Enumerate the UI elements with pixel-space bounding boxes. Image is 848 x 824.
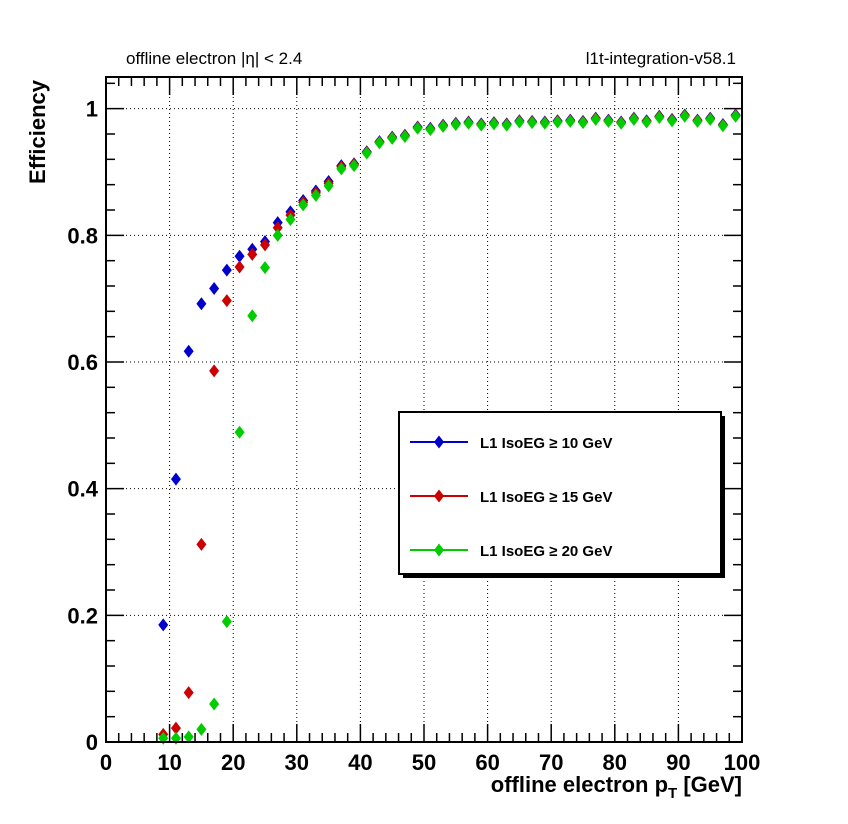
data-point (158, 618, 169, 632)
data-point (501, 118, 512, 132)
data-point (221, 294, 232, 308)
data-point (616, 116, 627, 130)
data-point (196, 537, 207, 551)
data-point (247, 247, 258, 261)
data-point (285, 213, 296, 226)
data-point (717, 119, 728, 133)
data-point (336, 162, 347, 176)
data-point (463, 116, 474, 130)
data-point (667, 114, 678, 128)
data-point (628, 112, 639, 126)
legend-label: L1 IsoEG ≥ 15 GeV (480, 489, 612, 506)
header-left-text: offline electron |η| < 2.4 (126, 49, 302, 68)
data-point (260, 238, 270, 252)
data-point (450, 118, 461, 131)
data-point (654, 111, 665, 125)
y-axis-title: Efficiency (25, 79, 50, 184)
legend-marker (434, 543, 444, 557)
legend-label: L1 IsoEG ≥ 20 GeV (480, 543, 612, 560)
x-tick-label: 0 (100, 750, 112, 775)
x-tick-label: 50 (412, 750, 436, 775)
axis-ticks (105, 77, 743, 743)
data-point (412, 121, 423, 135)
legend-entries: L1 IsoEG ≥ 10 GeV L1 IsoEG ≥ 15 GeV L1 Iso… (410, 435, 612, 560)
data-point (578, 116, 588, 130)
data-point (323, 179, 334, 193)
data-point (425, 123, 436, 137)
data-point (298, 198, 309, 212)
grid (106, 77, 742, 742)
data-point (590, 112, 601, 126)
x-axis-title: offline electron pT [GeV] (491, 772, 742, 802)
data-point (170, 721, 181, 735)
data-point (170, 472, 181, 486)
data-point (260, 261, 270, 275)
data-point (209, 697, 220, 711)
data-point (310, 188, 321, 202)
x-axis-title-subscript: T (668, 785, 677, 802)
y-tick-label: 0.6 (67, 350, 98, 375)
legend-box (398, 411, 722, 575)
y-tick-label: 0 (86, 730, 98, 755)
data-point (272, 228, 283, 242)
data-point (399, 130, 410, 144)
data-point (221, 263, 232, 277)
data-point (387, 131, 398, 145)
y-tick-labels: 0 0.2 0.4 0.6 0.8 1 (67, 97, 98, 755)
data-point (552, 115, 563, 129)
x-tick-label: 90 (666, 750, 690, 775)
data-point (692, 114, 703, 128)
header-right-text: l1t-integration-v58.1 (586, 49, 736, 68)
data-point (438, 119, 449, 133)
data-point (234, 249, 245, 263)
data-point (209, 364, 220, 378)
x-tick-label: 30 (285, 750, 309, 775)
data-point (234, 425, 245, 439)
legend-marker (434, 489, 444, 503)
y-tick-label: 0.4 (67, 477, 98, 502)
legend-label: L1 IsoEG ≥ 10 GeV (480, 435, 612, 452)
data-point (349, 159, 360, 173)
data-point (527, 116, 538, 130)
data-point (183, 686, 194, 700)
data-point (488, 117, 499, 131)
x-tick-label: 100 (724, 750, 761, 775)
x-tick-label: 80 (603, 750, 627, 775)
x-tick-label: 40 (348, 750, 372, 775)
data-point (196, 297, 207, 311)
data-point (183, 344, 194, 358)
legend: L1 IsoEG ≥ 10 GeV L1 IsoEG ≥ 15 GeV L1 Iso… (398, 411, 725, 578)
x-tick-label: 70 (539, 750, 563, 775)
data-point (679, 109, 690, 123)
x-tick-labels: 0 10 20 30 40 50 60 70 80 90 100 (100, 750, 760, 775)
x-axis-title-main: offline electron p (491, 772, 668, 797)
data-point (565, 114, 576, 128)
data-point (641, 115, 652, 129)
y-tick-label: 0.8 (67, 223, 98, 248)
data-point (476, 118, 487, 132)
data-point (183, 730, 194, 744)
x-tick-label: 10 (157, 750, 181, 775)
legend-marker (434, 435, 444, 449)
x-tick-label: 20 (221, 750, 245, 775)
data-point (247, 309, 258, 323)
data-point (705, 112, 716, 126)
data-point (539, 116, 550, 130)
y-tick-label: 1 (86, 97, 98, 122)
data-point (234, 260, 245, 274)
y-tick-label: 0.2 (67, 603, 98, 628)
plot-frame (105, 76, 743, 743)
data-point (514, 115, 525, 129)
data-point (221, 615, 232, 629)
x-tick-label: 60 (475, 750, 499, 775)
data-point (361, 146, 372, 160)
data-point (196, 722, 207, 736)
x-axis-title-unit: [GeV] (677, 772, 742, 797)
data-point (730, 109, 741, 123)
data-point (272, 221, 283, 235)
data-point (374, 136, 385, 150)
data-point (209, 282, 220, 296)
data-point (603, 114, 614, 128)
